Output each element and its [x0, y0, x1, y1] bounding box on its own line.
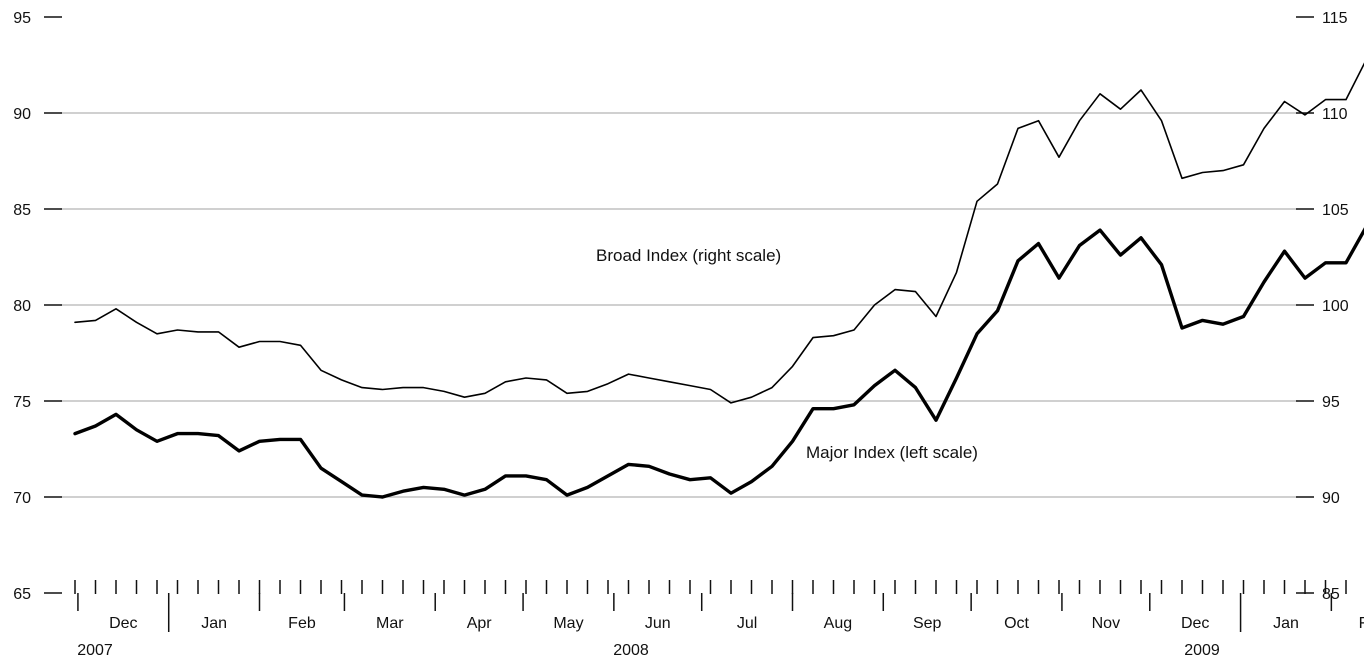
- broad-index-line: [74, 62, 1364, 404]
- right-tick-label: 95: [1322, 394, 1340, 411]
- broad-index-label: Broad Index (right scale): [596, 246, 781, 265]
- right-tick-label: 115: [1322, 10, 1348, 27]
- left-tick-label: 85: [13, 202, 31, 219]
- major-index-label: Major Index (left scale): [806, 443, 978, 462]
- right-tick-label: 100: [1322, 298, 1349, 315]
- month-label: Dec: [109, 615, 137, 632]
- gridlines: [60, 112, 1298, 498]
- x-axis: Dec Jan Feb Mar Apr May Jun Jul Aug Sep Oct Nov Dec J…: [74, 580, 1364, 659]
- year-label: 2007: [77, 642, 113, 659]
- year-label: 2008: [613, 642, 649, 659]
- month-label: Nov: [1092, 615, 1120, 632]
- left-axis: 65 70 75 80 85 90 95: [13, 10, 62, 603]
- series-layer: [73, 62, 1364, 499]
- left-tick-label: 95: [13, 10, 31, 27]
- left-tick-label: 70: [13, 490, 31, 507]
- month-label: Apr: [467, 615, 493, 632]
- month-label: May: [553, 615, 583, 632]
- month-label: Mar: [376, 615, 404, 632]
- month-label: Dec: [1181, 615, 1209, 632]
- left-tick-label: 65: [13, 586, 31, 603]
- right-tick-label: 110: [1322, 106, 1348, 123]
- month-label: Jan: [1273, 615, 1299, 632]
- right-tick-label: 105: [1322, 202, 1349, 219]
- month-label: Sep: [913, 615, 942, 632]
- right-tick-label: 90: [1322, 490, 1340, 507]
- major-index-line: [73, 227, 1364, 499]
- year-label: 2009: [1184, 642, 1220, 659]
- month-label: Jan: [201, 615, 227, 632]
- left-tick-label: 90: [13, 106, 31, 123]
- left-tick-label: 80: [13, 298, 31, 315]
- month-label: Jun: [645, 615, 671, 632]
- month-label: Aug: [824, 615, 852, 632]
- month-label: Jul: [737, 615, 757, 632]
- left-tick-label: 75: [13, 394, 31, 411]
- month-label: Feb: [288, 615, 316, 632]
- month-label: Oct: [1004, 615, 1029, 632]
- annotations: Broad Index (right scale) Major Index (l…: [596, 246, 978, 462]
- month-label: Feb: [1359, 615, 1364, 632]
